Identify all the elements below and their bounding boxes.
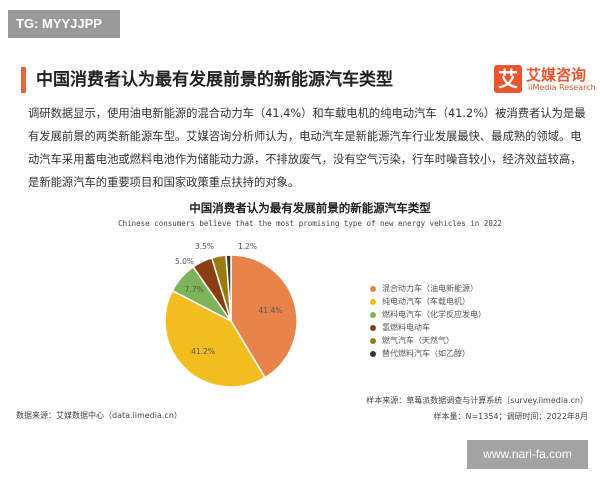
- page-title: 中国消费者认为最有发展前景的新能源汽车类型: [36, 70, 393, 90]
- pie-chart: 41.4% 41.2% 7.7% 5.0%3.5% 1.2%: [164, 242, 298, 388]
- legend-swatch: [370, 311, 376, 318]
- logo-mark: 艾: [494, 65, 522, 93]
- legend-swatch: [370, 337, 376, 344]
- legend-item: 替代燃料汽车（如乙醇）: [370, 347, 486, 360]
- pie-slice: [164, 289, 266, 388]
- legend-label: 燃气汽车（天然气）: [382, 336, 454, 345]
- pie-data-label: 41.4%: [259, 306, 283, 315]
- pie-data-label: 41.2%: [191, 347, 215, 356]
- summary-paragraph: 调研数据显示，使用油电新能源的混合动力车（41.4%）和车载电机的纯电动汽车（4…: [28, 107, 586, 189]
- legend-swatch: [370, 298, 376, 305]
- chart-subtitle: Chinese consumers believe that the most …: [118, 219, 502, 228]
- logo-en: iiMedia Research: [528, 83, 596, 92]
- legend-label: 混合动力车（油电新能源）: [382, 284, 478, 293]
- watermark-bottom: www.nari-fa.com: [467, 440, 588, 469]
- legend-item: 氢燃料电动车: [370, 321, 486, 334]
- legend-item: 燃气汽车（天然气）: [370, 334, 486, 347]
- legend-label: 替代燃料汽车（如乙醇）: [382, 349, 470, 358]
- pie-slice: [230, 254, 298, 379]
- legend-swatch: [370, 285, 376, 292]
- legend-item: 混合动力车（油电新能源）: [370, 282, 486, 295]
- legend-swatch: [370, 324, 376, 331]
- pie-data-label: 5.0%: [175, 257, 194, 266]
- legend-item: 纯电动汽车（车载电机）: [370, 295, 486, 308]
- sample-size: 样本量：N=1354；调研时间：2022年8月: [433, 412, 589, 421]
- title-accent-bar: [21, 67, 26, 93]
- data-source: 数据来源：艾媒数据中心（data.iimedia.cn）: [16, 411, 182, 420]
- chart-legend: 混合动力车（油电新能源） 纯电动汽车（车载电机） 燃料电汽车（化学反应发电） 氢燃料电…: [370, 282, 486, 360]
- pie-slice: [225, 254, 232, 322]
- sample-source: 样本来源：草莓派数据调查与计算系统（survey.iimedia.cn）: [366, 396, 588, 405]
- watermark-top: TG: MYYJJPP: [8, 10, 120, 38]
- legend-label: 氢燃料电动车: [382, 323, 430, 332]
- pie-data-label: 1.2%: [238, 242, 257, 251]
- logo-cn: 艾媒咨询: [526, 66, 587, 84]
- pie-data-label: 3.5%: [195, 242, 214, 251]
- legend-label: 燃料电汽车（化学反应发电）: [382, 310, 486, 319]
- chart-title: 中国消费者认为最有发展前景的新能源汽车类型: [189, 201, 431, 215]
- imedia-logo: 艾 艾媒咨询 iiMedia Research: [494, 64, 596, 96]
- legend-item: 燃料电汽车（化学反应发电）: [370, 308, 486, 321]
- pie-data-label: 7.7%: [185, 285, 204, 294]
- legend-swatch: [370, 350, 376, 357]
- legend-label: 纯电动汽车（车载电机）: [382, 297, 470, 306]
